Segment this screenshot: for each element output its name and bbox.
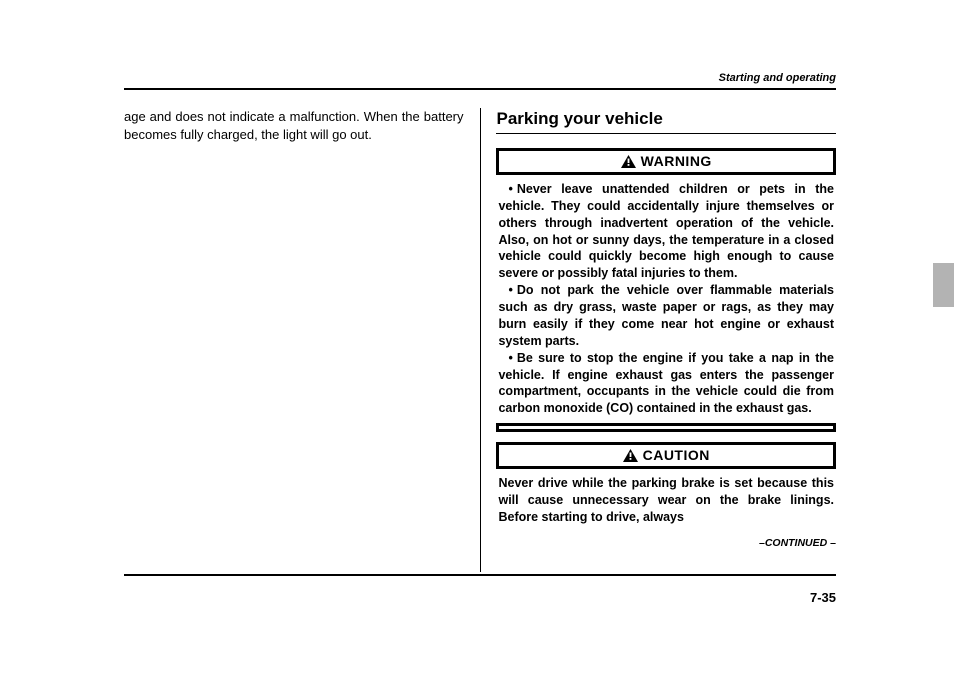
- caution-label: CAUTION: [643, 446, 710, 465]
- warning-item-3: Be sure to stop the engine if you take a…: [498, 350, 834, 418]
- caution-header: CAUTION: [496, 442, 836, 469]
- section-tab: [933, 263, 954, 307]
- warning-header: WARNING: [496, 148, 836, 175]
- column-divider: [480, 108, 481, 572]
- warning-icon: [621, 155, 636, 168]
- left-column: age and does not indicate a malfunction.…: [124, 108, 464, 572]
- warning-callout: WARNING Never leave unattended children …: [496, 148, 836, 432]
- caution-callout: CAUTION Never drive while the parking br…: [496, 442, 836, 526]
- section-title-rule: [496, 133, 836, 134]
- header-rule: [124, 88, 836, 90]
- warning-item-2: Do not park the vehicle over flammable m…: [498, 282, 834, 350]
- warning-body: Never leave unattended children or pets …: [496, 181, 836, 417]
- caution-icon: [623, 449, 638, 462]
- warning-item-1: Never leave unattended children or pets …: [498, 181, 834, 282]
- continuation-paragraph: age and does not indicate a malfunction.…: [124, 108, 464, 143]
- warning-label: WARNING: [641, 152, 712, 171]
- section-title: Parking your vehicle: [496, 108, 836, 131]
- page-number: 7-35: [124, 590, 836, 605]
- continued-marker: CONTINUED: [496, 536, 836, 550]
- manual-page: Starting and operating age and does not …: [124, 72, 836, 605]
- footer-rule: [124, 574, 836, 576]
- caution-body: Never drive while the parking brake is s…: [496, 475, 836, 526]
- caution-paragraph: Never drive while the parking brake is s…: [498, 475, 834, 526]
- warning-end-bar: [496, 423, 836, 432]
- right-column: Parking your vehicle WARNING Never leave…: [496, 108, 836, 572]
- content-columns: age and does not indicate a malfunction.…: [124, 108, 836, 572]
- chapter-header: Starting and operating: [124, 72, 836, 88]
